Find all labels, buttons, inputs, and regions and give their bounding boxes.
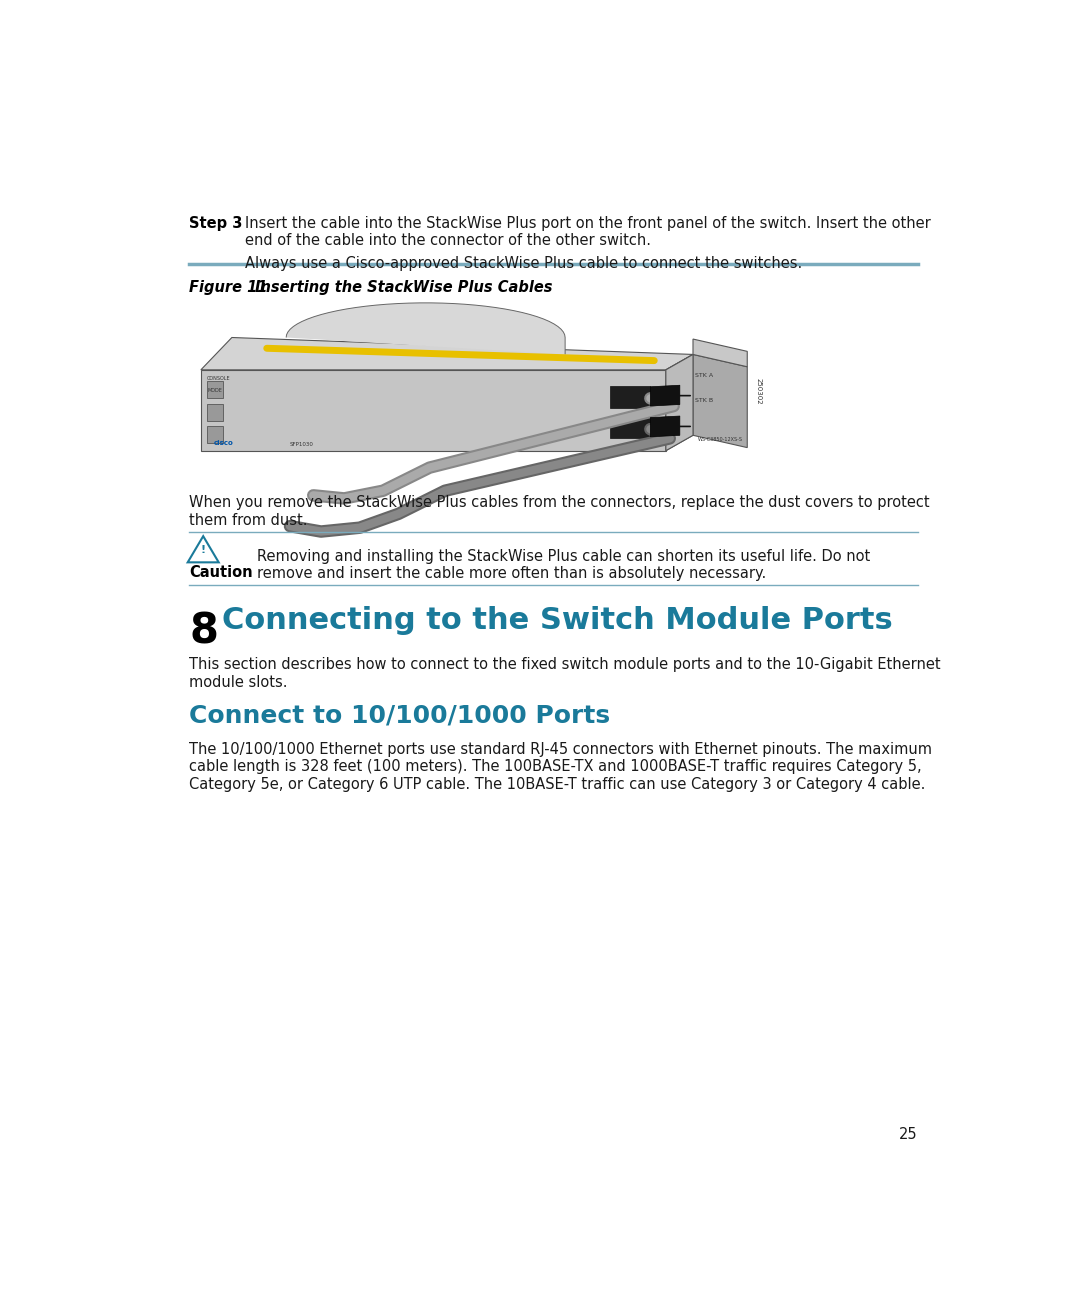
Polygon shape	[201, 337, 693, 370]
Polygon shape	[610, 417, 650, 438]
Text: CONSOLE: CONSOLE	[207, 376, 231, 382]
Text: end of the cable into the connector of the other switch.: end of the cable into the connector of t…	[245, 233, 651, 248]
Text: Connecting to the Switch Module Ports: Connecting to the Switch Module Ports	[221, 606, 892, 636]
Polygon shape	[693, 354, 747, 447]
Text: 8: 8	[189, 611, 218, 653]
Text: Inserting the StackWise Plus Cables: Inserting the StackWise Plus Cables	[255, 279, 553, 295]
Text: WS-C3850-12XS-S: WS-C3850-12XS-S	[698, 437, 743, 442]
Text: SFP1030: SFP1030	[291, 442, 314, 447]
Text: MODE: MODE	[207, 388, 222, 393]
Text: STK A: STK A	[694, 372, 713, 378]
Text: Insert the cable into the StackWise Plus port on the front panel of the switch. : Insert the cable into the StackWise Plus…	[245, 216, 931, 231]
Text: 250302: 250302	[756, 378, 761, 404]
Text: This section describes how to connect to the fixed switch module ports and to th: This section describes how to connect to…	[189, 657, 941, 673]
Text: them from dust.: them from dust.	[189, 513, 308, 528]
Text: Figure 11: Figure 11	[189, 279, 268, 295]
Polygon shape	[650, 416, 679, 437]
Text: cisco: cisco	[214, 440, 234, 446]
Text: Category 5e, or Category 6 UTP cable. The 10BASE-T traffic can use Category 3 or: Category 5e, or Category 6 UTP cable. Th…	[189, 777, 926, 792]
Polygon shape	[201, 370, 666, 451]
Polygon shape	[207, 426, 222, 443]
Polygon shape	[207, 382, 222, 399]
Text: When you remove the StackWise Plus cables from the connectors, replace the dust : When you remove the StackWise Plus cable…	[189, 496, 930, 510]
Polygon shape	[693, 340, 747, 367]
Text: Caution: Caution	[189, 565, 253, 579]
Text: module slots.: module slots.	[189, 675, 287, 690]
Text: STK B: STK B	[694, 397, 713, 402]
Polygon shape	[610, 385, 650, 408]
Polygon shape	[666, 354, 693, 451]
Text: cable length is 328 feet (100 meters). The 100BASE-TX and 1000BASE-T traffic req: cable length is 328 feet (100 meters). T…	[189, 759, 922, 775]
Text: !: !	[201, 545, 206, 555]
Polygon shape	[286, 303, 565, 354]
Text: remove and insert the cable more often than is absolutely necessary.: remove and insert the cable more often t…	[257, 566, 766, 581]
Text: The 10/100/1000 Ethernet ports use standard RJ-45 connectors with Ethernet pinou: The 10/100/1000 Ethernet ports use stand…	[189, 742, 932, 756]
Text: Removing and installing the StackWise Plus cable can shorten its useful life. Do: Removing and installing the StackWise Pl…	[257, 549, 869, 564]
Polygon shape	[666, 354, 693, 451]
Polygon shape	[207, 404, 222, 421]
Polygon shape	[650, 385, 679, 406]
Polygon shape	[188, 536, 218, 562]
Text: Step 3: Step 3	[189, 216, 243, 231]
Text: Always use a Cisco-approved StackWise Plus cable to connect the switches.: Always use a Cisco-approved StackWise Pl…	[245, 256, 802, 271]
Text: 25: 25	[900, 1127, 918, 1142]
Text: Connect to 10/100/1000 Ports: Connect to 10/100/1000 Ports	[189, 703, 610, 728]
